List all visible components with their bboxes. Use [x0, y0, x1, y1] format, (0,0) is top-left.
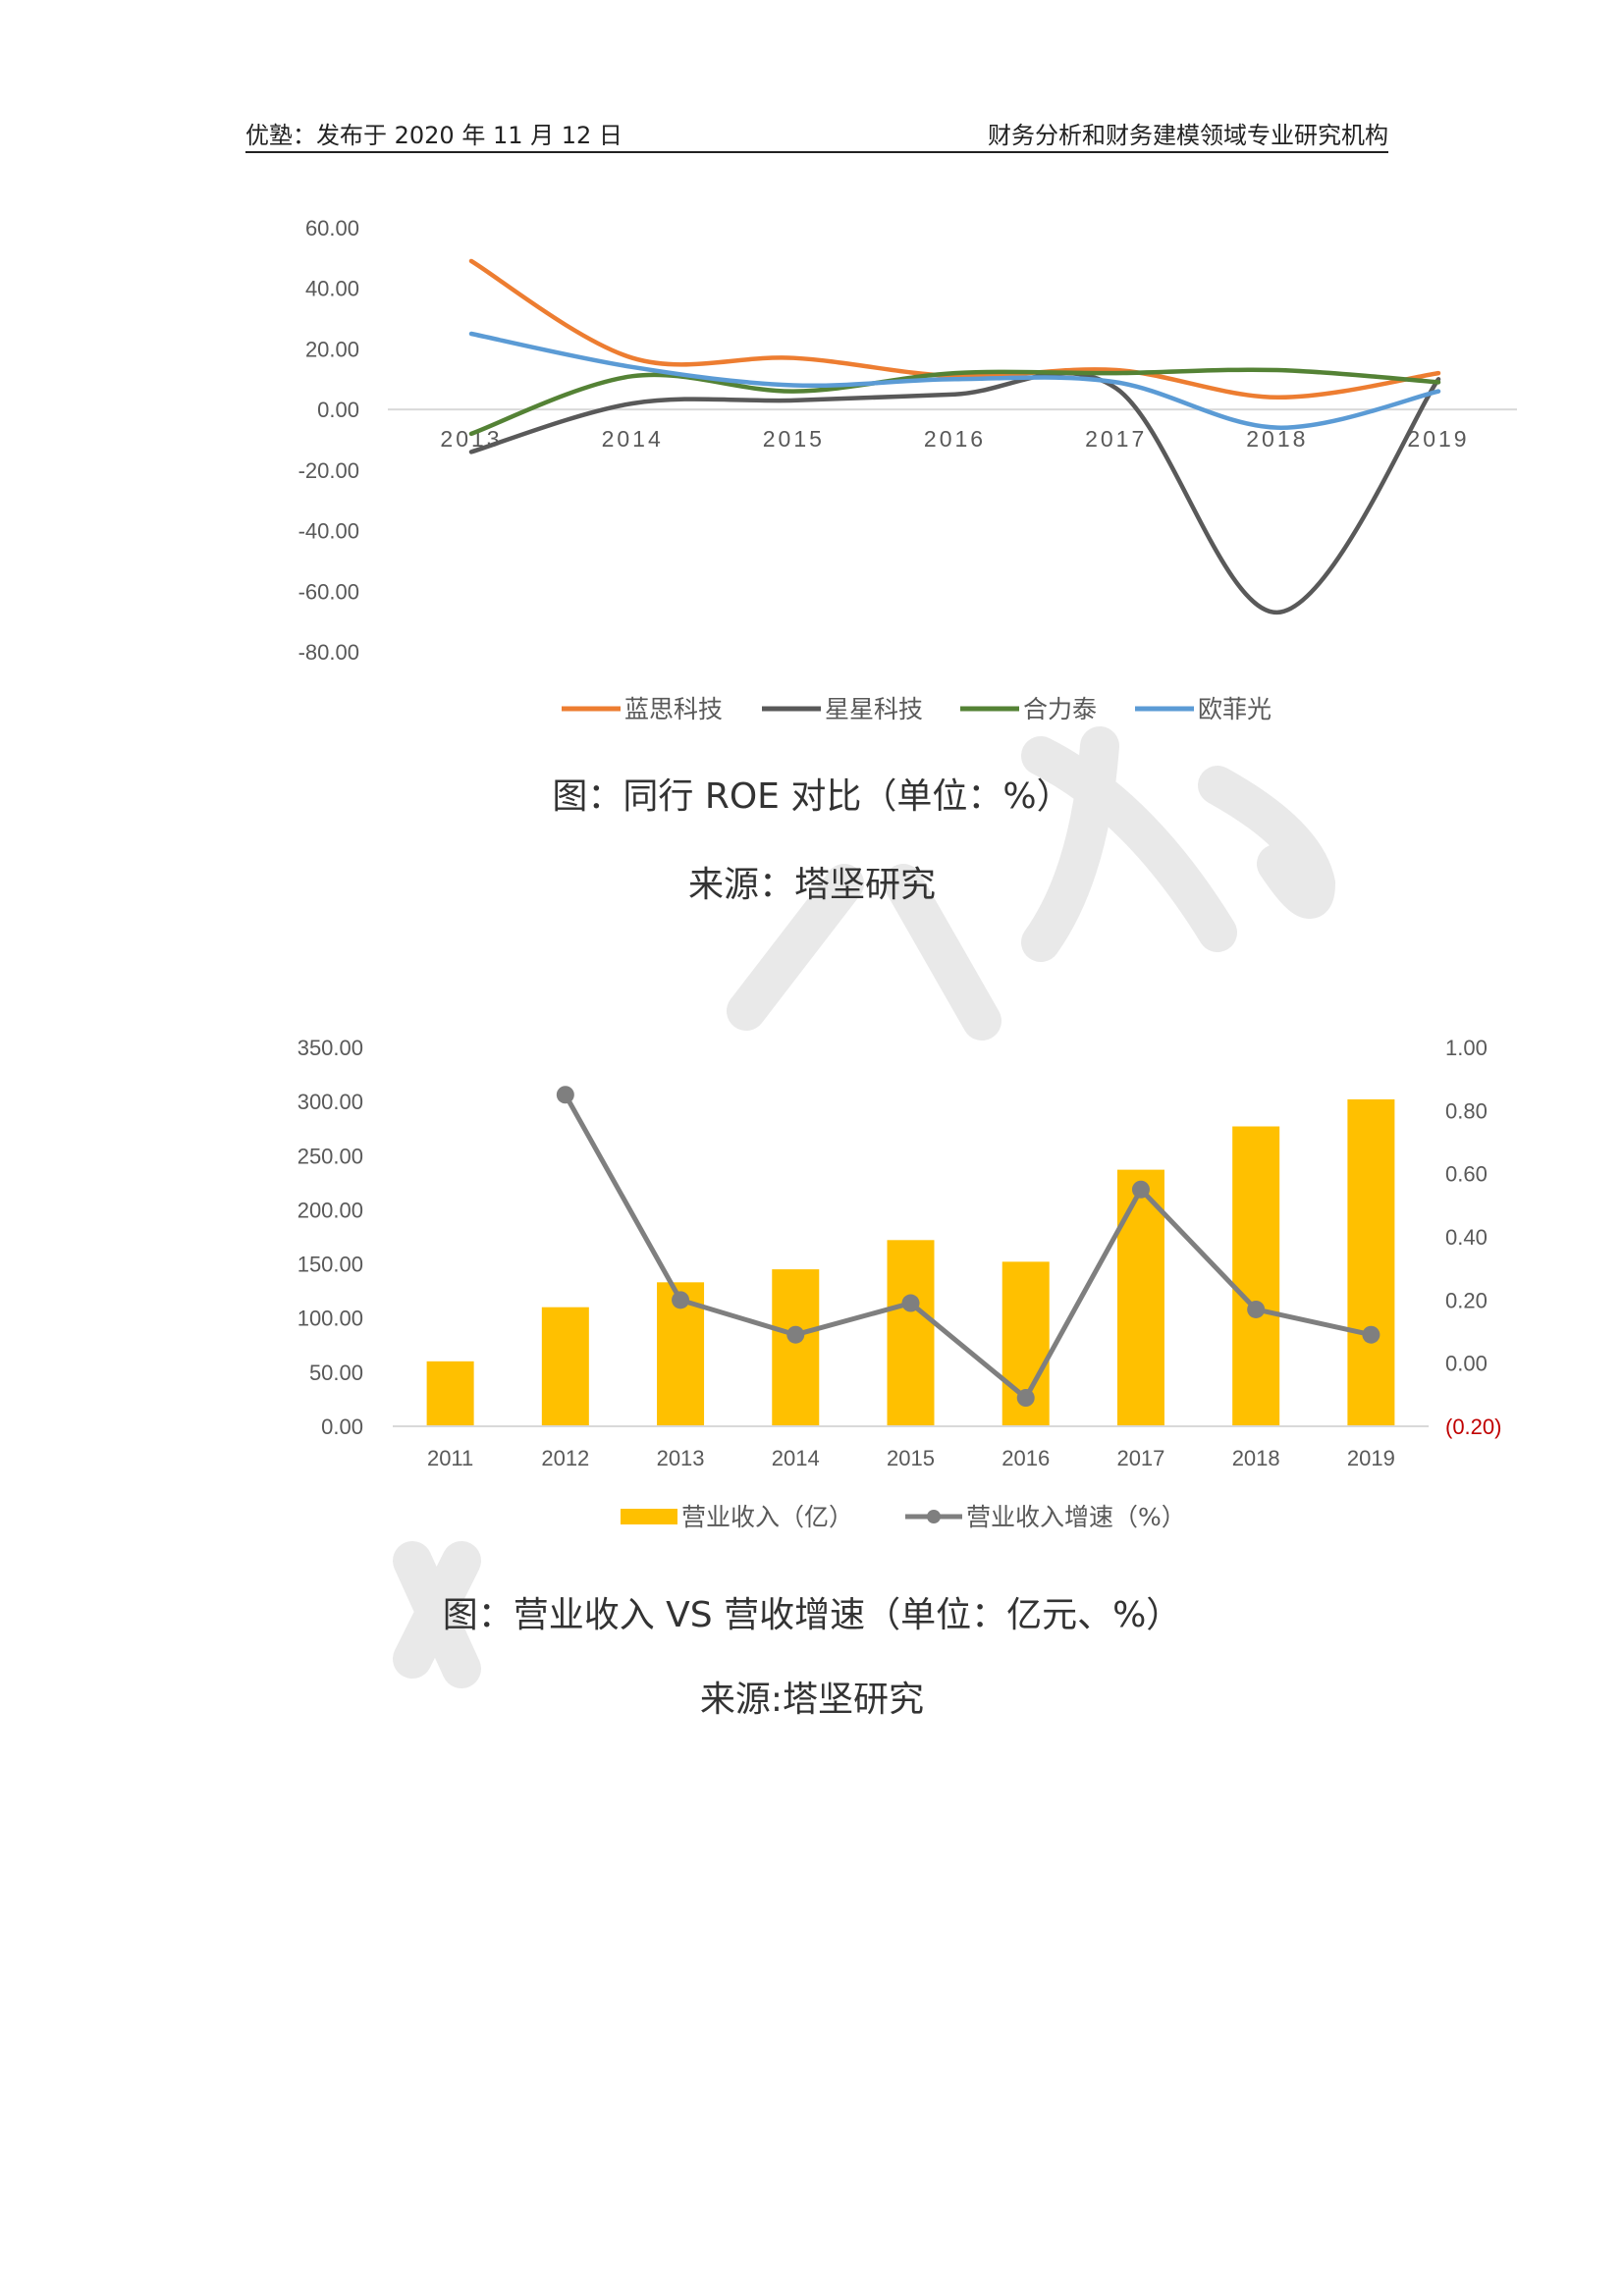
revenue-x-tick-label: 2011	[427, 1446, 473, 1470]
revenue-y-tick-label: 0.00	[321, 1415, 363, 1439]
roe-x-tick-label: 2013	[440, 426, 502, 452]
revenue-x-tick-label: 2015	[887, 1446, 935, 1470]
revenue-chart: 350.00 300.00 250.00 200.00 150.00 100.00 50.0…	[298, 1036, 1502, 1531]
revenue-y-tick-label: 300.00	[298, 1090, 363, 1114]
roe-y-tick-label: 20.00	[305, 337, 359, 361]
growth-y-tick-label: 0.60	[1445, 1162, 1488, 1187]
revenue-x-tick-label: 2016	[1001, 1446, 1050, 1470]
header-divider	[245, 151, 1388, 153]
revenue-chart-title: 图：营业收入 VS 营收增速（单位：亿元、%）	[442, 1595, 1182, 1635]
revenue-y-tick-label: 150.00	[298, 1253, 363, 1277]
revenue-bar	[426, 1361, 474, 1426]
revenue-x-tick-label: 2019	[1347, 1446, 1395, 1470]
roe-chart-title: 图：同行 ROE 对比（单位：%）	[552, 776, 1072, 817]
growth-y-tick-label: 0.00	[1445, 1352, 1488, 1376]
revenue-bar	[541, 1307, 589, 1426]
roe-series-line-3	[468, 367, 1441, 437]
revenue-x-tick-label: 2017	[1116, 1446, 1164, 1470]
growth-point	[1016, 1389, 1035, 1408]
roe-legend-label: 星星科技	[825, 695, 923, 723]
revenue-x-tick-label: 2018	[1232, 1446, 1280, 1470]
revenue-y-tick-label: 50.00	[309, 1361, 363, 1385]
roe-y-tick-label: -20.00	[298, 458, 359, 483]
roe-y-tick-label: 60.00	[305, 216, 359, 240]
growth-y-tick-label: 0.80	[1445, 1098, 1488, 1123]
growth-point	[786, 1325, 805, 1344]
revenue-bar	[772, 1269, 820, 1426]
revenue-bar	[1116, 1169, 1164, 1426]
growth-legend-label: 营业收入增速（%）	[966, 1503, 1186, 1531]
growth-y-tick-label: (0.20)	[1445, 1415, 1501, 1439]
roe-series-line-2	[468, 370, 1441, 615]
revenue-y-tick-label: 100.00	[298, 1307, 363, 1331]
revenue-y-tick-label: 350.00	[298, 1036, 363, 1060]
roe-x-tick-label: 2018	[1246, 426, 1308, 452]
roe-series-line-4	[468, 331, 1441, 430]
header-publish-date: 优塾：发布于 2020 年 11 月 12 日	[245, 122, 623, 149]
growth-line	[563, 1094, 1372, 1401]
growth-point	[672, 1291, 690, 1309]
roe-x-tick-label: 2016	[924, 426, 986, 452]
revenue-x-tick-label: 2014	[772, 1446, 820, 1470]
revenue-bar	[1347, 1098, 1395, 1426]
growth-point	[1362, 1325, 1380, 1344]
roe-y-tick-label: 0.00	[317, 398, 359, 422]
roe-x-tick-label: 2015	[763, 426, 825, 452]
roe-y-tick-label: -40.00	[298, 519, 359, 544]
header-organization: 财务分析和财务建模领域专业研究机构	[988, 122, 1388, 149]
roe-legend-label: 蓝思科技	[624, 695, 723, 723]
revenue-bar	[887, 1240, 935, 1426]
roe-legend-label: 欧菲光	[1198, 695, 1272, 723]
roe-chart-source: 来源：塔坚研究	[687, 865, 936, 905]
roe-y-tick-label: -60.00	[298, 579, 359, 604]
roe-series-line-1	[468, 258, 1441, 400]
revenue-y-tick-label: 200.00	[298, 1198, 363, 1222]
roe-x-tick-label: 2017	[1085, 426, 1147, 452]
revenue-chart-source: 来源:塔坚研究	[699, 1680, 925, 1720]
growth-point	[556, 1086, 574, 1104]
roe-y-tick-label: -80.00	[298, 640, 359, 665]
growth-legend-marker	[927, 1510, 941, 1523]
growth-point	[1131, 1180, 1150, 1199]
growth-point	[901, 1294, 920, 1312]
growth-y-tick-label: 1.00	[1445, 1036, 1488, 1060]
roe-x-tick-label: 2014	[602, 426, 664, 452]
revenue-x-tick-label: 2013	[657, 1446, 705, 1470]
growth-y-tick-label: 0.40	[1445, 1225, 1488, 1250]
growth-y-tick-label: 0.20	[1445, 1288, 1488, 1312]
roe-legend-label: 合力泰	[1023, 695, 1097, 723]
revenue-bar	[1232, 1126, 1280, 1426]
roe-x-tick-label: 2019	[1407, 426, 1469, 452]
roe-y-tick-label: 40.00	[305, 277, 359, 301]
growth-point	[1247, 1300, 1266, 1318]
revenue-legend-swatch	[621, 1509, 677, 1524]
revenue-legend-label: 营业收入（亿）	[681, 1503, 853, 1531]
revenue-y-tick-label: 250.00	[298, 1144, 363, 1168]
revenue-x-tick-label: 2012	[541, 1446, 589, 1470]
roe-chart: 60.00 40.00 20.00 0.00 -20.00 -40.00 -60.00 -80…	[298, 216, 1517, 723]
